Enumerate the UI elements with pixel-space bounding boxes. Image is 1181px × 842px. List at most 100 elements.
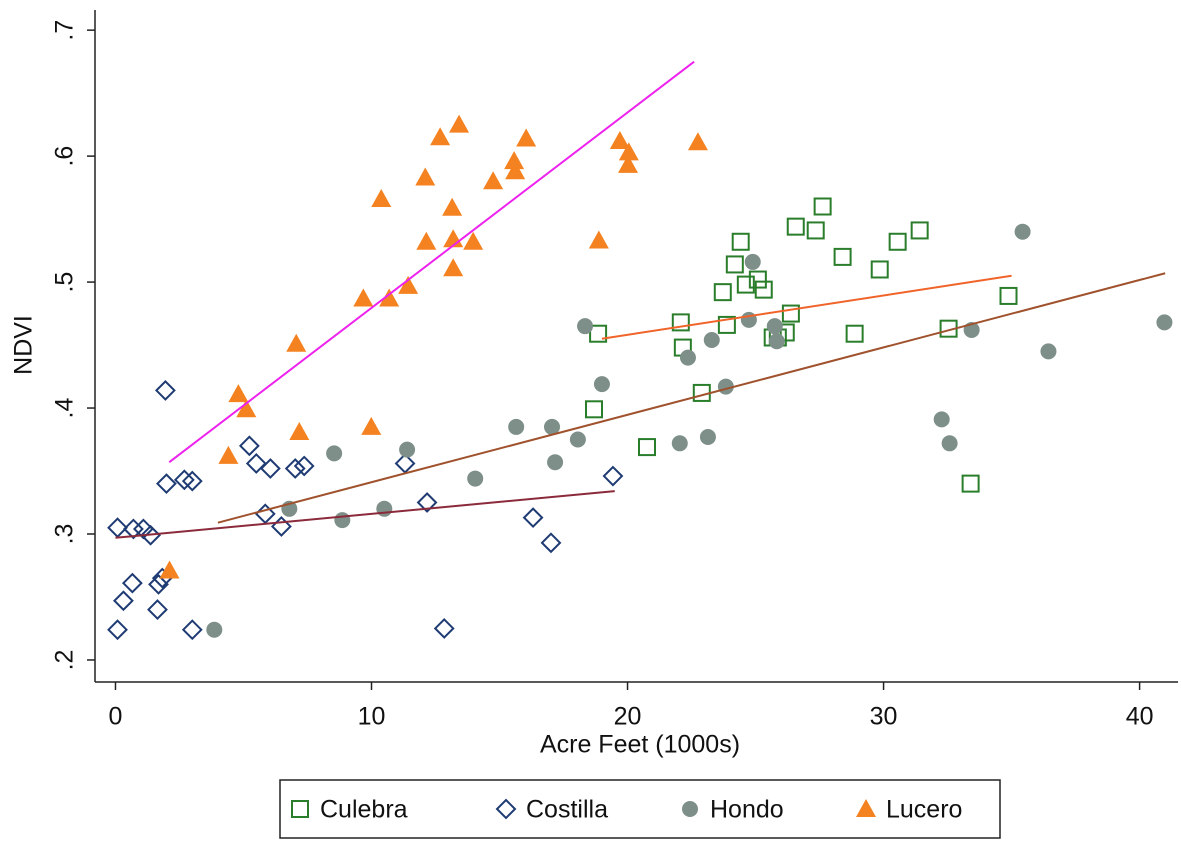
- data-point: [173, 469, 195, 491]
- data-point: [748, 270, 767, 289]
- data-point: [284, 458, 306, 479]
- legend-marker: [856, 799, 876, 817]
- data-point: [430, 127, 451, 146]
- data-point: [731, 232, 750, 251]
- data-point: [376, 500, 393, 517]
- data-point: [181, 470, 203, 492]
- data-point: [588, 230, 609, 249]
- data-point: [941, 435, 958, 452]
- legend-box: [279, 779, 1001, 839]
- data-point: [113, 590, 134, 612]
- x-tick-label: 30: [870, 703, 898, 731]
- data-point: [1014, 223, 1031, 240]
- data-point: [671, 313, 690, 332]
- data-point: [147, 599, 168, 620]
- data-point: [609, 130, 630, 149]
- x-tick-label: 20: [614, 703, 642, 731]
- data-point: [353, 288, 374, 307]
- x-tick-label: 40: [1126, 703, 1154, 731]
- data-point: [1156, 314, 1173, 331]
- data-point: [206, 621, 223, 638]
- data-point: [326, 445, 343, 462]
- data-point: [508, 418, 525, 435]
- data-point: [107, 517, 128, 539]
- x-tick-label: 10: [358, 703, 386, 731]
- data-point: [888, 232, 907, 251]
- data-point: [140, 524, 161, 546]
- data-point: [293, 455, 315, 477]
- data-point: [637, 438, 656, 457]
- fit-line: [115, 490, 615, 539]
- data-point: [754, 280, 773, 299]
- data-point: [961, 474, 980, 493]
- data-point: [449, 114, 470, 133]
- data-point: [259, 458, 281, 479]
- x-tick-label: 0: [109, 703, 123, 731]
- data-point: [806, 221, 825, 240]
- data-point: [740, 311, 757, 328]
- data-point: [781, 304, 800, 323]
- data-point: [122, 518, 144, 540]
- y-tick-label: .7: [51, 20, 79, 41]
- data-point: [379, 288, 400, 307]
- data-point: [593, 376, 610, 393]
- data-point: [107, 619, 128, 641]
- data-point: [618, 142, 639, 161]
- data-point: [999, 286, 1018, 305]
- data-point: [713, 283, 732, 302]
- data-point: [736, 275, 755, 294]
- data-point: [361, 416, 382, 435]
- data-point: [463, 231, 484, 250]
- data-point: [544, 418, 561, 435]
- data-point: [270, 516, 292, 537]
- legend-marker: [495, 798, 517, 820]
- data-point: [870, 260, 889, 279]
- y-tick-label: .2: [51, 650, 79, 671]
- data-point: [910, 221, 929, 240]
- legend-marker: [682, 801, 698, 817]
- data-point: [687, 132, 708, 151]
- data-point: [679, 349, 696, 366]
- data-point: [845, 324, 864, 343]
- data-point: [589, 324, 608, 343]
- data-point: [154, 379, 176, 401]
- data-point: [717, 315, 736, 334]
- data-point: [766, 318, 783, 335]
- data-point: [433, 618, 455, 639]
- data-point: [725, 255, 744, 274]
- y-tick-label: .6: [51, 146, 79, 167]
- data-point: [156, 473, 177, 495]
- y-tick-label: .3: [51, 524, 79, 545]
- y-tick-label: .5: [51, 272, 79, 293]
- data-point: [522, 507, 544, 529]
- data-point: [415, 167, 436, 186]
- legend-marker: [291, 800, 309, 818]
- data-point: [618, 154, 639, 173]
- data-point: [504, 151, 525, 170]
- data-point: [584, 400, 603, 419]
- legend-label: Costilla: [526, 796, 608, 824]
- data-point: [540, 532, 562, 554]
- data-point: [416, 231, 437, 250]
- data-point: [443, 258, 464, 277]
- data-point: [577, 318, 594, 335]
- data-point: [516, 128, 537, 147]
- data-point: [245, 453, 267, 474]
- data-point: [833, 247, 852, 266]
- data-point: [218, 445, 239, 464]
- fit-line: [168, 60, 695, 463]
- data-point: [148, 573, 169, 595]
- data-point: [744, 253, 761, 270]
- data-point: [671, 435, 688, 452]
- data-point: [933, 411, 950, 428]
- data-point: [236, 399, 257, 418]
- data-point: [398, 275, 419, 294]
- data-point: [399, 441, 416, 458]
- legend-label: Lucero: [886, 796, 962, 824]
- data-point: [228, 384, 249, 403]
- data-point: [602, 465, 624, 487]
- data-point: [181, 619, 203, 641]
- data-point: [121, 572, 143, 594]
